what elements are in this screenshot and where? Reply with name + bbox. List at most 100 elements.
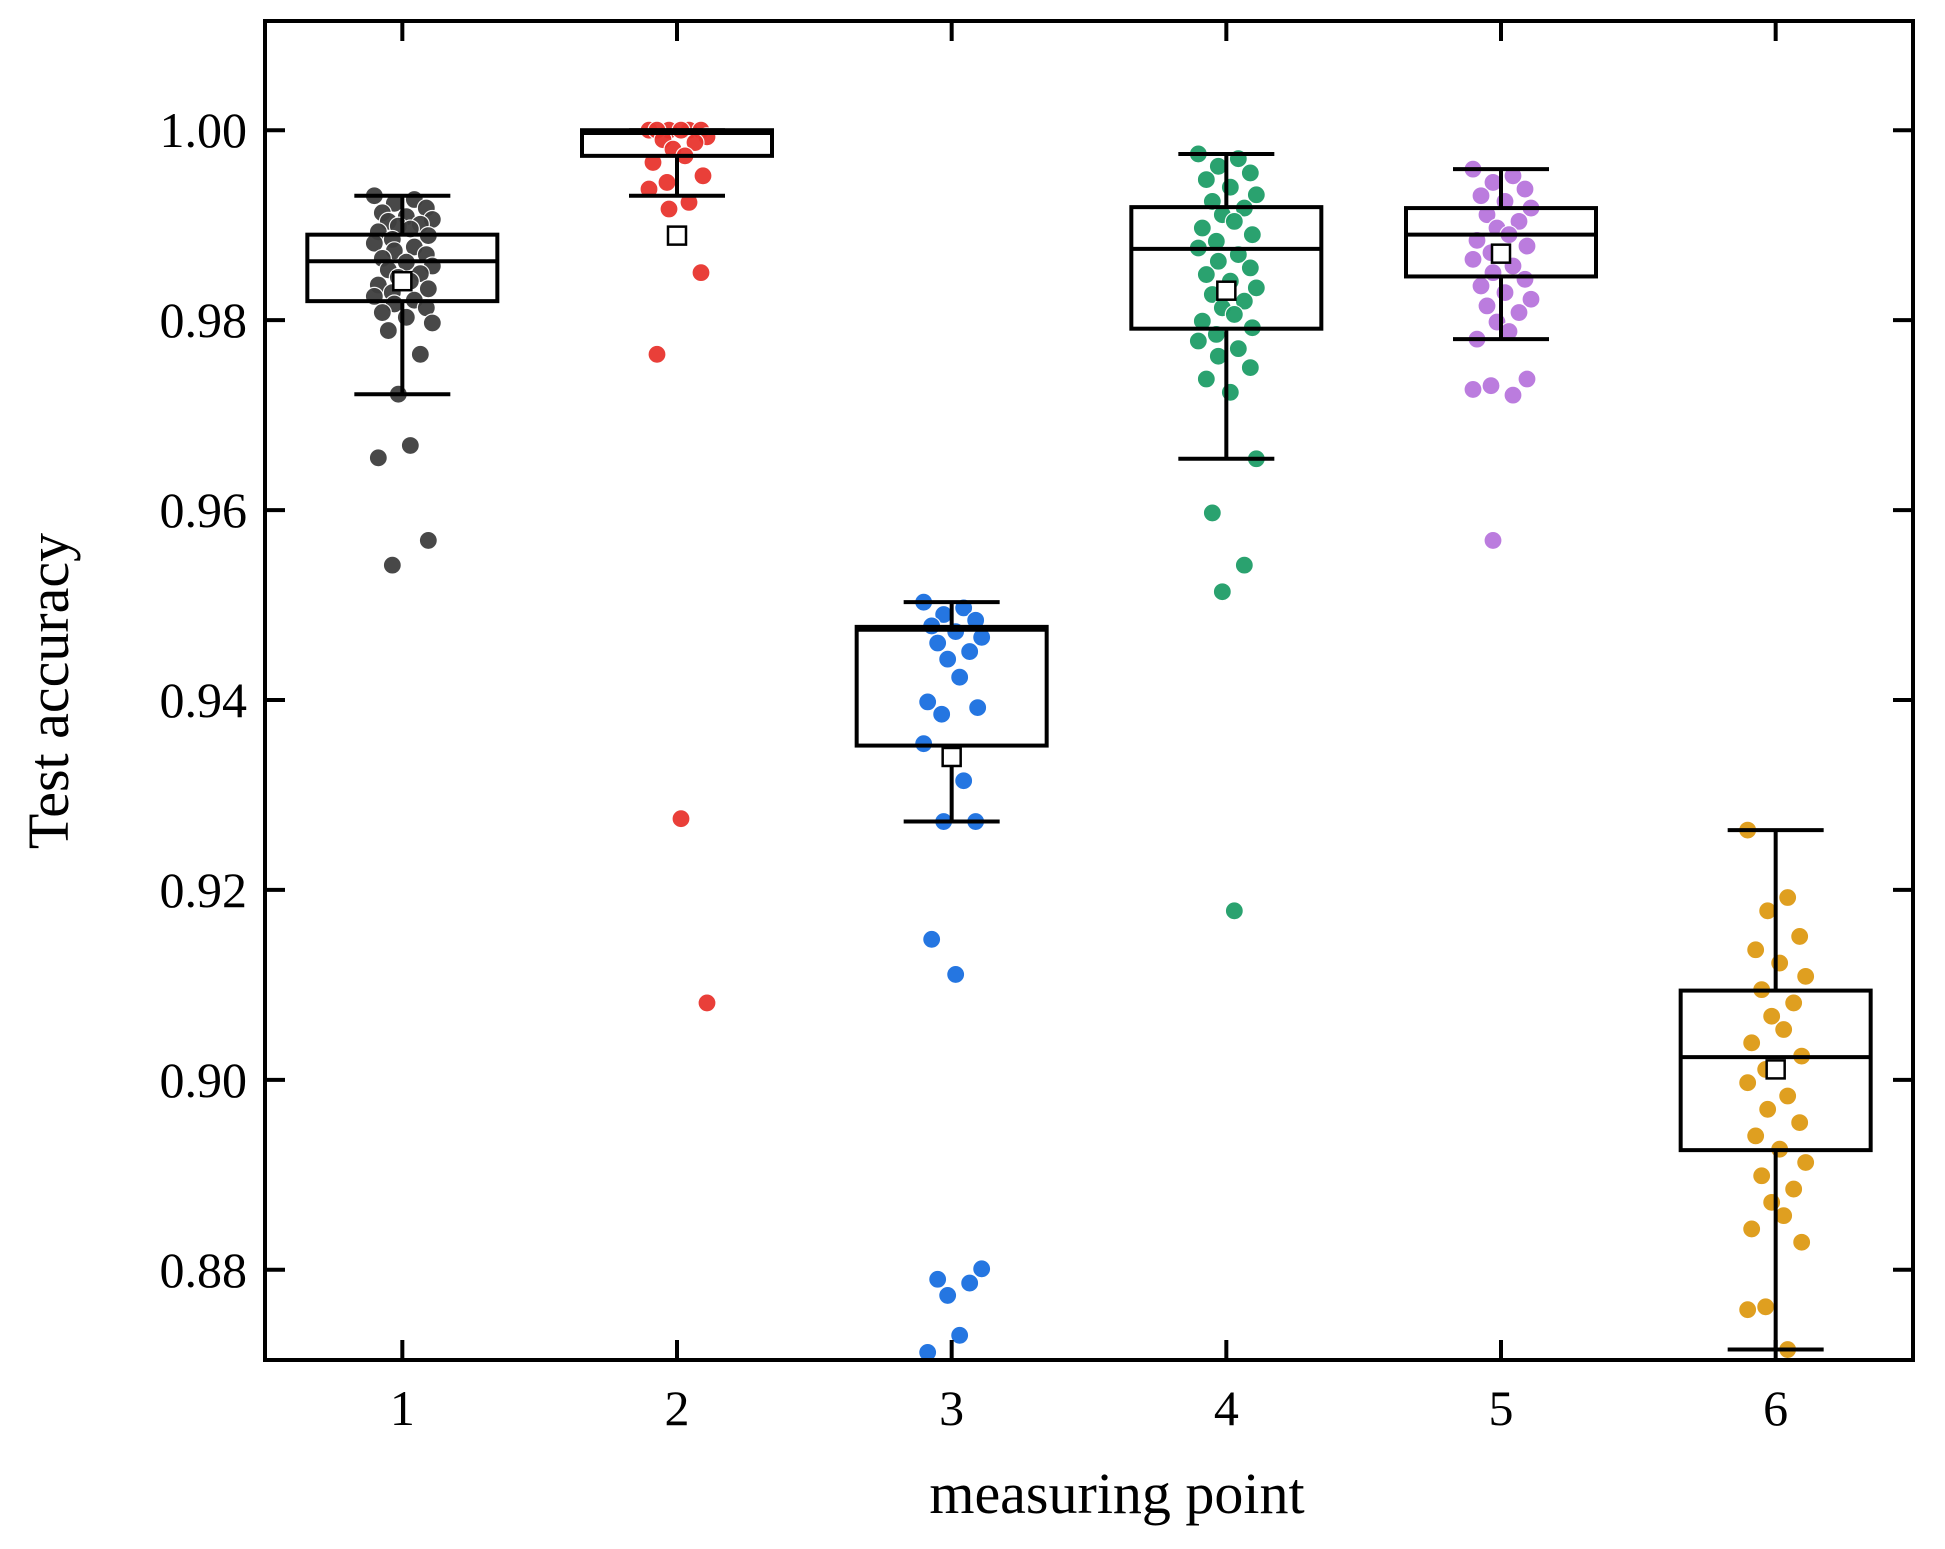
data-point xyxy=(1196,369,1216,389)
data-point xyxy=(954,771,974,791)
data-point xyxy=(1515,269,1535,289)
data-point xyxy=(1212,582,1232,602)
data-point xyxy=(1746,940,1766,960)
series-5 xyxy=(1404,159,1598,551)
data-point xyxy=(1234,291,1254,311)
data-point xyxy=(1246,185,1266,205)
x-tick-label: 5 xyxy=(1489,1380,1514,1436)
data-point xyxy=(968,697,988,718)
data-point xyxy=(1471,186,1491,206)
data-point xyxy=(1463,249,1483,269)
data-point xyxy=(1778,1086,1798,1106)
x-axis-label: measuring point xyxy=(929,1461,1304,1526)
iqr-box xyxy=(854,624,1049,748)
iqr-box xyxy=(1678,988,1873,1153)
data-point xyxy=(1192,218,1212,238)
data-point xyxy=(960,641,980,662)
data-point xyxy=(1784,993,1804,1013)
mean-marker xyxy=(392,270,413,292)
iqr-box xyxy=(305,232,500,304)
x-tick-label: 2 xyxy=(665,1380,690,1436)
data-point xyxy=(1509,302,1529,323)
data-point xyxy=(697,993,717,1013)
data-point xyxy=(928,633,948,653)
data-point xyxy=(1196,264,1216,285)
data-point xyxy=(1517,369,1537,389)
data-point xyxy=(1770,953,1790,973)
data-point xyxy=(643,152,663,173)
data-point xyxy=(1503,166,1523,186)
data-point xyxy=(693,166,713,186)
data-point xyxy=(1240,358,1260,378)
y-tick-label: 0.90 xyxy=(160,1052,248,1108)
data-point xyxy=(950,667,970,687)
data-point xyxy=(679,192,699,212)
mean-marker xyxy=(666,225,688,246)
y-tick-label: 0.92 xyxy=(160,862,248,918)
x-tick-label: 6 xyxy=(1763,1380,1788,1436)
data-point xyxy=(1188,331,1208,351)
data-point xyxy=(950,1325,970,1345)
data-point xyxy=(382,555,402,575)
data-point xyxy=(1796,966,1816,986)
data-point xyxy=(1517,236,1537,256)
plot-frame xyxy=(263,19,1915,1362)
data-point xyxy=(1220,177,1240,197)
mean-marker xyxy=(941,746,962,768)
data-point xyxy=(1521,289,1541,309)
data-point xyxy=(1790,926,1810,947)
data-point xyxy=(1477,296,1497,316)
mean-marker xyxy=(1765,1059,1786,1080)
data-point xyxy=(372,302,392,323)
data-point xyxy=(972,1259,992,1279)
data-point xyxy=(938,1285,958,1306)
data-point xyxy=(1503,385,1523,405)
data-point xyxy=(1220,382,1240,402)
data-point xyxy=(1758,1099,1778,1119)
data-point xyxy=(1202,503,1222,523)
data-point xyxy=(1196,169,1216,190)
iqr-box xyxy=(580,128,774,158)
data-point xyxy=(410,344,430,364)
data-point xyxy=(1234,555,1254,575)
data-point xyxy=(938,649,958,669)
series-6 xyxy=(1678,820,1873,1360)
data-point xyxy=(1509,211,1529,231)
data-point xyxy=(671,809,691,829)
data-point xyxy=(1228,339,1248,359)
data-point xyxy=(960,1273,980,1293)
iqr-box xyxy=(1129,205,1324,331)
plot-content xyxy=(305,120,1873,1363)
data-point xyxy=(1208,251,1228,271)
data-point xyxy=(368,448,388,468)
data-point xyxy=(378,320,398,341)
data-point xyxy=(1796,1152,1816,1173)
series-3 xyxy=(854,592,1049,1363)
y-tick-label: 0.94 xyxy=(160,672,248,728)
data-point xyxy=(932,704,952,724)
x-tick-label: 4 xyxy=(1214,1380,1239,1436)
data-point xyxy=(1477,205,1497,225)
y-tick-label: 1.00 xyxy=(160,102,248,158)
y-tick-label: 0.98 xyxy=(160,292,248,348)
data-point xyxy=(1240,163,1260,183)
data-point xyxy=(1224,211,1244,231)
data-point xyxy=(1246,278,1266,298)
axes: 0.88 0.90 0.92 0.94 0.96 0.98 1.00 1 2 3 4 5 6 xyxy=(160,21,1913,1436)
data-point xyxy=(1463,379,1483,400)
data-point xyxy=(1790,1112,1810,1133)
data-point xyxy=(1224,901,1244,921)
data-point xyxy=(922,929,942,949)
data-point xyxy=(418,279,438,299)
x-tick-label: 1 xyxy=(390,1380,415,1436)
series-4 xyxy=(1129,144,1324,921)
data-point xyxy=(1483,530,1503,551)
data-point xyxy=(1495,282,1515,303)
data-point xyxy=(1738,1073,1758,1093)
data-point xyxy=(1762,1006,1782,1026)
data-point xyxy=(918,692,938,712)
data-point xyxy=(418,530,438,551)
data-point xyxy=(1242,225,1262,245)
y-axis-label: Test accuracy xyxy=(16,533,81,849)
